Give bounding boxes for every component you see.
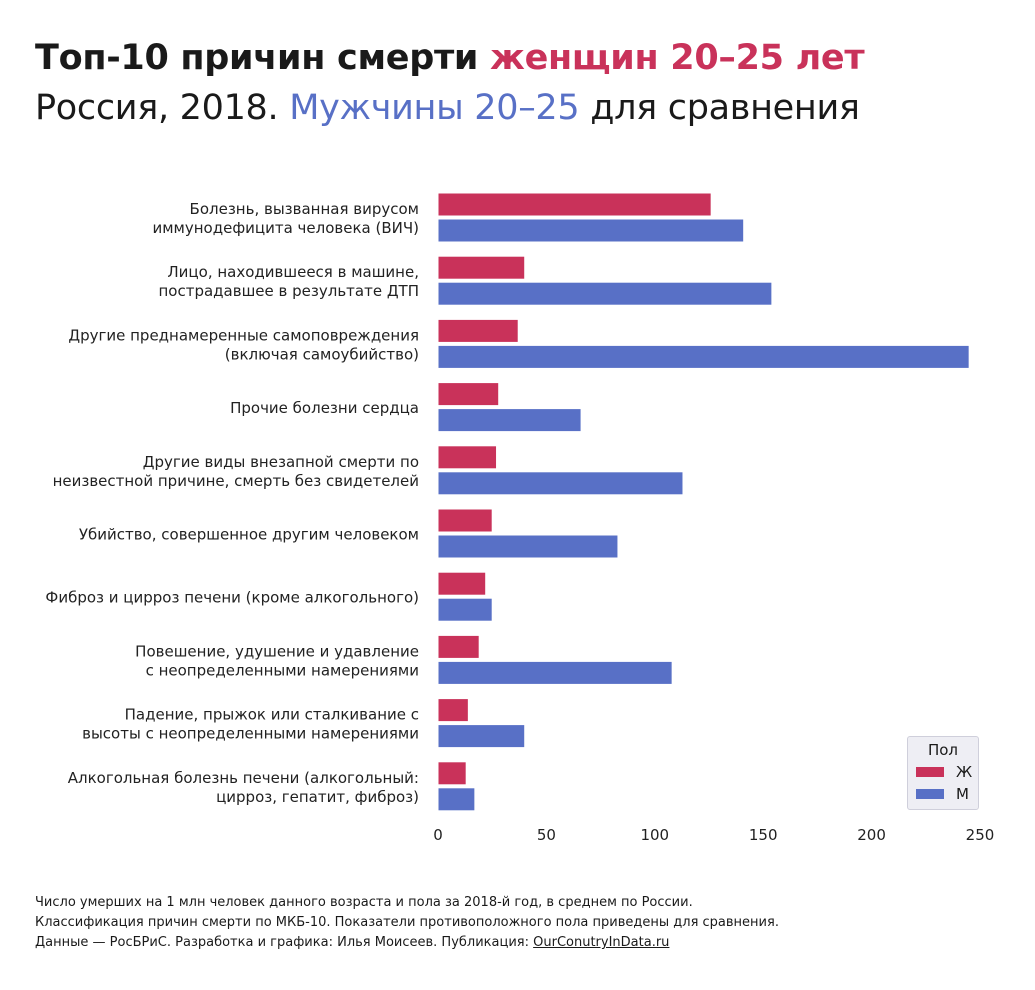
bar-male-2 [437, 281, 773, 306]
category-label-line: Падение, прыжок или сталкивание с [125, 706, 419, 724]
bar-female-10 [437, 761, 467, 786]
bar-female-9 [437, 698, 469, 723]
footer-notes: Число умерших на 1 млн человек данного в… [35, 893, 779, 953]
x-tick-label: 200 [857, 826, 886, 844]
category-label-line: Повешение, удушение и удавление [135, 642, 419, 660]
legend-swatch-female [916, 767, 944, 777]
bar-female-7 [437, 571, 487, 596]
category-label-4: Прочие болезни сердца [230, 399, 419, 417]
bar-male-1 [437, 218, 745, 243]
category-label-10: Алкогольная болезнь печени (алкогольный:… [68, 769, 419, 806]
category-label-2: Лицо, находившееся в машине, пострадавшее… [158, 263, 419, 300]
bar-male-8 [437, 660, 673, 685]
bar-male-3 [437, 344, 970, 369]
legend-label-female: Ж [956, 763, 973, 781]
bar-male-6 [437, 534, 619, 559]
subtitle-accent: Мужчины 20–25 [289, 88, 580, 128]
bar-male-5 [437, 471, 684, 496]
category-label-line: высоты с неопределенными намерениями [82, 725, 419, 743]
bar-male-10 [437, 787, 476, 812]
category-label-line: неизвестной причине, смерть без свидетел… [53, 472, 419, 490]
footer-line-2: Классификация причин смерти по МКБ-10. П… [35, 915, 779, 930]
bar-male-4 [437, 408, 582, 433]
category-label-line: Лицо, находившееся в машине, [167, 263, 419, 281]
x-tick-label: 100 [640, 826, 669, 844]
bar-female-5 [437, 445, 498, 470]
category-label-line: Фиброз и цирроз печени (кроме алкогольно… [45, 589, 419, 607]
legend-item-male: М [916, 785, 969, 803]
x-tick-label: 0 [433, 826, 443, 844]
category-label-line: Алкогольная болезнь печени (алкогольный: [68, 769, 419, 787]
footer-credits: Данные — РосБРиС. Разработка и графика: … [35, 935, 534, 950]
category-label-1: Болезнь, вызванная вирусом иммунодефицита… [152, 200, 419, 237]
x-tick-label: 250 [966, 826, 995, 844]
category-label-7: Фиброз и цирроз печени (кроме алкогольно… [45, 589, 419, 607]
chart-subtitle: Россия, 2018. Мужчины 20–25 для сравнени… [35, 88, 860, 128]
bar-female-1 [437, 192, 712, 217]
bar-female-6 [437, 508, 493, 533]
category-label-line: Другие преднамеренные самоповреждения [68, 326, 419, 344]
category-label-3: Другие преднамеренные самоповреждения (вк… [68, 326, 419, 363]
x-tick-label: 150 [749, 826, 778, 844]
bar-male-9 [437, 724, 526, 749]
category-label-line: с неопределенными намерениями [146, 661, 419, 679]
category-label-line: иммунодефицита человека (ВИЧ) [152, 219, 419, 237]
category-label-5: Другие виды внезапной смерти по неизвестн… [53, 453, 419, 490]
bar-female-3 [437, 318, 519, 343]
title-accent: женщин 20–25 лет [490, 38, 865, 78]
category-label-6: Убийство, совершенное другим человеком [79, 526, 419, 544]
category-label-line: (включая самоубийство) [225, 345, 419, 363]
category-label-line: пострадавшее в результате ДТП [158, 282, 419, 300]
legend-label-male: М [956, 785, 969, 803]
title-main: Топ-10 причин смерти [35, 38, 491, 78]
chart-title: Топ-10 причин смерти женщин 20–25 лет [35, 38, 865, 78]
bar-female-2 [437, 255, 526, 280]
bar-female-8 [437, 634, 480, 659]
footer-line-3: Данные — РосБРиС. Разработка и графика: … [35, 933, 779, 953]
bar-female-4 [437, 382, 500, 407]
legend: Пол Ж М [907, 736, 979, 810]
category-label-line: Прочие болезни сердца [230, 399, 419, 417]
footer-line-1: Число умерших на 1 млн человек данного в… [35, 895, 693, 910]
category-label-8: Повешение, удушение и удавление с неопред… [135, 642, 419, 679]
category-label-line: Болезнь, вызванная вирусом [190, 200, 419, 218]
bar-male-7 [437, 597, 493, 622]
legend-item-female: Ж [916, 763, 972, 781]
legend-swatch-male [916, 789, 944, 799]
legend-title: Пол [927, 741, 959, 759]
subtitle-rest: для сравнения [579, 88, 860, 128]
source-link[interactable]: OurConutryInData.ru [533, 935, 670, 950]
subtitle-main: Россия, 2018. [35, 88, 290, 128]
category-label-line: Убийство, совершенное другим человеком [79, 526, 419, 544]
category-label-line: цирроз, гепатит, фиброз) [216, 788, 419, 806]
category-label-9: Падение, прыжок или сталкивание с высоты … [82, 706, 419, 743]
bar-chart: Болезнь, вызванная вирусом иммунодефицита… [45, 192, 995, 844]
category-label-line: Другие виды внезапной смерти по [143, 453, 419, 471]
x-tick-label: 50 [537, 826, 556, 844]
